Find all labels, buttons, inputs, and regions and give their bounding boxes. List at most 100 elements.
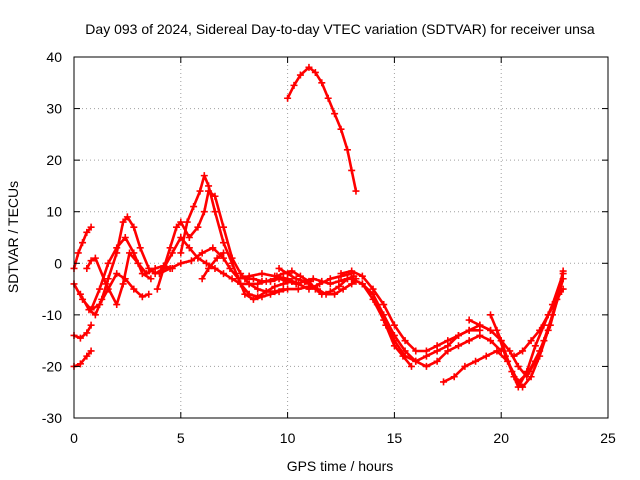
- data-point: [380, 301, 388, 309]
- data-point: [220, 270, 228, 278]
- data-point: [220, 239, 228, 247]
- data-point: [311, 285, 319, 293]
- data-point: [444, 342, 452, 350]
- data-point: [559, 267, 567, 275]
- y-tick-label: 30: [46, 101, 62, 117]
- data-point: [104, 275, 112, 283]
- x-tick-label: 15: [387, 430, 403, 446]
- data-point: [519, 347, 527, 355]
- data-point: [209, 244, 217, 252]
- data-point: [472, 357, 480, 365]
- y-tick-label: 0: [54, 255, 62, 271]
- data-point: [275, 288, 283, 296]
- series-arc-11: [177, 172, 313, 303]
- data-point: [331, 110, 339, 118]
- data-point: [326, 288, 334, 296]
- data-point: [130, 223, 138, 231]
- data-point: [279, 270, 287, 278]
- data-point: [536, 352, 544, 360]
- data-point: [335, 282, 343, 290]
- data-point: [200, 172, 208, 180]
- data-point: [337, 270, 345, 278]
- data-point: [493, 326, 501, 334]
- data-point: [523, 368, 531, 376]
- data-point: [254, 293, 262, 301]
- data-point: [130, 285, 138, 293]
- data-point: [123, 213, 131, 221]
- data-point: [390, 342, 398, 350]
- data-point: [211, 208, 219, 216]
- data-point: [96, 285, 104, 293]
- data-point: [461, 362, 469, 370]
- data-point: [177, 218, 185, 226]
- data-point: [220, 249, 228, 257]
- data-point: [544, 311, 552, 319]
- data-point: [87, 223, 95, 231]
- x-tick-label: 10: [280, 430, 296, 446]
- data-point: [273, 272, 281, 280]
- data-point: [337, 125, 345, 133]
- chart-title: Day 093 of 2024, Sidereal Day-to-day VTE…: [85, 21, 595, 37]
- series-arc-26: [510, 285, 567, 360]
- series-line: [200, 251, 225, 281]
- data-point: [198, 249, 206, 257]
- data-point: [296, 272, 304, 280]
- data-point: [527, 337, 535, 345]
- data-point: [185, 244, 193, 252]
- plot-border: [73, 56, 609, 419]
- data-point: [237, 280, 245, 288]
- data-point: [202, 259, 210, 267]
- data-point: [422, 362, 430, 370]
- data-point: [166, 244, 174, 252]
- data-point: [305, 63, 313, 71]
- data-point: [290, 81, 298, 89]
- data-point: [91, 311, 99, 319]
- x-tick-label: 25: [600, 430, 616, 446]
- y-tick-label: 10: [46, 204, 62, 220]
- data-point: [284, 277, 292, 285]
- y-tick-label: 20: [46, 152, 62, 168]
- data-point: [279, 280, 287, 288]
- data-point: [324, 94, 332, 102]
- data-point: [454, 342, 462, 350]
- data-point: [194, 223, 202, 231]
- data-point: [205, 182, 213, 190]
- series-arc-16: [273, 267, 358, 298]
- data-point: [79, 239, 87, 247]
- data-point: [339, 285, 347, 293]
- data-point: [465, 337, 473, 345]
- data-point: [87, 347, 95, 355]
- data-point: [407, 362, 415, 370]
- data-point: [249, 275, 257, 283]
- data-point: [228, 259, 236, 267]
- data-point: [119, 218, 127, 226]
- data-point: [177, 249, 185, 257]
- data-point: [501, 352, 509, 360]
- data-point: [294, 285, 302, 293]
- data-point: [506, 347, 514, 355]
- data-point: [138, 293, 146, 301]
- data-point: [177, 259, 185, 267]
- data-point: [83, 264, 91, 272]
- data-point: [262, 288, 270, 296]
- x-tick-label: 5: [177, 430, 185, 446]
- data-point: [292, 275, 300, 283]
- data-point: [113, 244, 121, 252]
- data-point: [113, 270, 121, 278]
- data-point: [412, 347, 420, 355]
- data-point: [211, 264, 219, 272]
- y-tick-label: 40: [46, 49, 62, 65]
- data-point: [166, 264, 174, 272]
- x-axis-label: GPS time / hours: [287, 458, 394, 474]
- data-point: [493, 347, 501, 355]
- data-point: [401, 337, 409, 345]
- data-point: [284, 94, 292, 102]
- data-point: [153, 285, 161, 293]
- data-point: [284, 285, 292, 293]
- data-point: [487, 326, 495, 334]
- series-arc-17: [284, 63, 360, 195]
- data-point: [296, 71, 304, 79]
- series-line: [89, 236, 153, 312]
- axis-ticks: 0 5 10 15 20 25 -30 -20 -10 0 10 20 30 40: [42, 49, 616, 446]
